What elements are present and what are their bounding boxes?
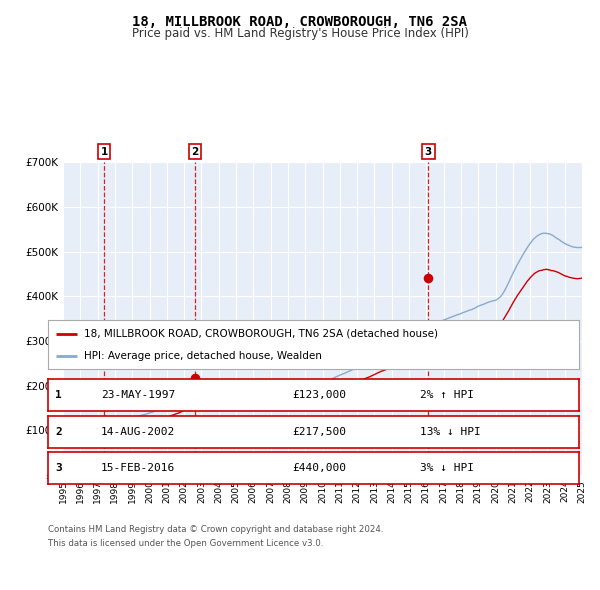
Text: 3: 3 xyxy=(425,147,432,156)
Text: Contains HM Land Registry data © Crown copyright and database right 2024.: Contains HM Land Registry data © Crown c… xyxy=(48,525,383,534)
Text: 14-AUG-2002: 14-AUG-2002 xyxy=(101,427,175,437)
Text: 2: 2 xyxy=(191,147,199,156)
Text: 2% ↑ HPI: 2% ↑ HPI xyxy=(420,390,474,400)
Text: 2: 2 xyxy=(55,427,62,437)
Point xyxy=(190,373,200,382)
Text: 13% ↓ HPI: 13% ↓ HPI xyxy=(420,427,481,437)
Point xyxy=(100,415,109,425)
Text: 1: 1 xyxy=(55,390,62,400)
Text: £217,500: £217,500 xyxy=(292,427,346,437)
Text: Price paid vs. HM Land Registry's House Price Index (HPI): Price paid vs. HM Land Registry's House … xyxy=(131,27,469,40)
Text: This data is licensed under the Open Government Licence v3.0.: This data is licensed under the Open Gov… xyxy=(48,539,323,548)
Text: 15-FEB-2016: 15-FEB-2016 xyxy=(101,463,175,473)
Text: £440,000: £440,000 xyxy=(292,463,346,473)
Text: 18, MILLBROOK ROAD, CROWBOROUGH, TN6 2SA (detached house): 18, MILLBROOK ROAD, CROWBOROUGH, TN6 2SA… xyxy=(84,329,438,339)
Text: 23-MAY-1997: 23-MAY-1997 xyxy=(101,390,175,400)
Text: £123,000: £123,000 xyxy=(292,390,346,400)
Text: 3: 3 xyxy=(55,463,62,473)
Text: 3% ↓ HPI: 3% ↓ HPI xyxy=(420,463,474,473)
Text: 1: 1 xyxy=(101,147,108,156)
Text: 18, MILLBROOK ROAD, CROWBOROUGH, TN6 2SA: 18, MILLBROOK ROAD, CROWBOROUGH, TN6 2SA xyxy=(133,15,467,29)
Point xyxy=(424,274,433,283)
Text: HPI: Average price, detached house, Wealden: HPI: Average price, detached house, Weal… xyxy=(84,351,322,361)
